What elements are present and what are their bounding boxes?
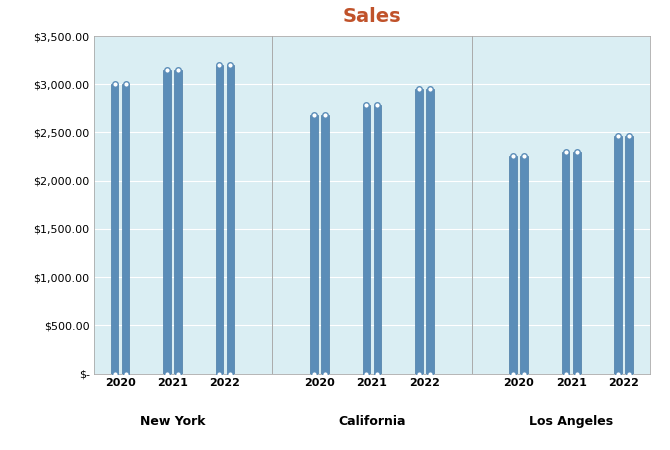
Bar [321, 115, 329, 373]
Bar [122, 84, 129, 374]
Bar [216, 65, 223, 374]
Text: New York: New York [140, 415, 205, 428]
Bar [573, 152, 580, 374]
Bar [415, 89, 423, 374]
Text: California: California [338, 415, 405, 428]
Title: Sales: Sales [342, 7, 401, 26]
Bar [163, 70, 171, 373]
Bar [521, 156, 528, 374]
Bar [562, 152, 570, 374]
Bar [362, 105, 370, 374]
Bar [111, 84, 119, 374]
Bar [374, 105, 381, 374]
Bar [310, 115, 318, 373]
Bar [174, 70, 182, 373]
Text: Los Angeles: Los Angeles [529, 415, 613, 428]
Bar [509, 156, 517, 374]
Bar [426, 89, 433, 374]
Bar [625, 136, 633, 373]
Bar [614, 136, 622, 373]
Bar [226, 65, 234, 374]
